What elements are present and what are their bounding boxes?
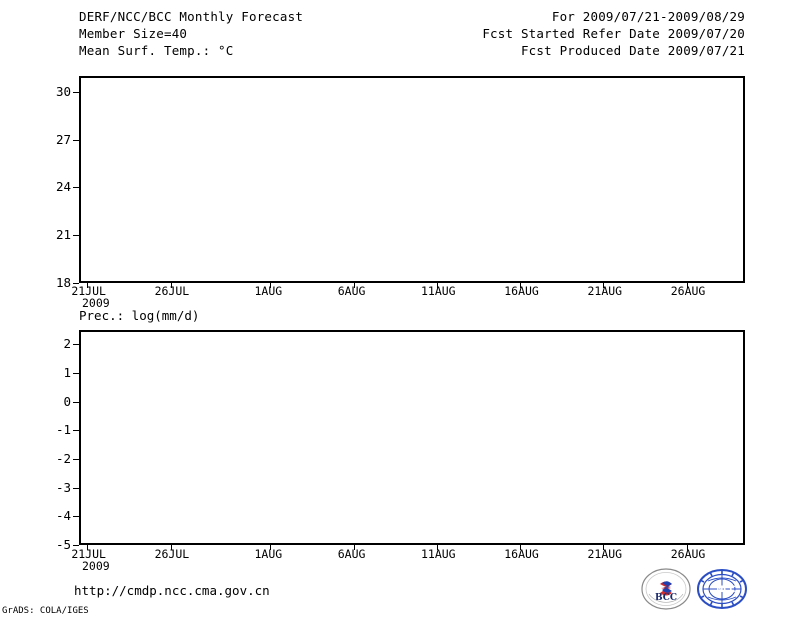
x-axis-tick-label: 6AUG bbox=[337, 547, 366, 561]
grads-credit: GrADS: COLA/IGES bbox=[2, 606, 89, 616]
x-axis-tick-label: 1AUG bbox=[254, 284, 283, 298]
y-axis-tick-label: 1 bbox=[63, 365, 71, 380]
x-axis-tick-mark bbox=[87, 283, 89, 288]
y-axis-tick-label: -2 bbox=[55, 451, 71, 466]
y-axis-tick-mark bbox=[73, 139, 79, 141]
header-title: DERF/NCC/BCC Monthly Forecast bbox=[79, 9, 304, 24]
svg-text:BCC: BCC bbox=[655, 593, 677, 603]
x-axis-tick-label: 26JUL bbox=[154, 547, 190, 561]
x-axis-tick-mark bbox=[686, 545, 688, 550]
x-axis-tick-label: 6AUG bbox=[337, 284, 366, 298]
y-axis-tick-mark bbox=[73, 187, 79, 189]
y-axis-tick-mark bbox=[73, 459, 79, 460]
x-axis-tick-label: 21AUG bbox=[587, 547, 623, 561]
x-axis-tick-label: 26AUG bbox=[670, 284, 706, 298]
header-variable: Mean Surf. Temp.: °C bbox=[79, 43, 234, 58]
y-axis-tick-mark bbox=[73, 401, 79, 403]
x-axis-tick-mark bbox=[436, 545, 438, 550]
x-axis-tick-mark bbox=[353, 545, 355, 550]
y-axis-tick-label: 21 bbox=[55, 227, 71, 243]
y-axis-tick-mark bbox=[73, 344, 79, 346]
x-axis-tick-mark bbox=[520, 283, 522, 288]
header-produced-date: Fcst Produced Date 2009/07/21 bbox=[520, 43, 745, 58]
x-axis-tick-mark bbox=[270, 545, 272, 550]
header-forecast-period: For 2009/07/21-2009/08/29 bbox=[551, 9, 745, 24]
y-axis-tick-label: 0 bbox=[63, 393, 71, 409]
x-axis-tick-label: 16AUG bbox=[504, 547, 539, 561]
x-axis-tick-mark bbox=[353, 283, 355, 288]
header-refer-date: Fcst Started Refer Date 2009/07/20 bbox=[482, 26, 745, 41]
source-url[interactable]: http://cmdp.ncc.cma.gov.cn bbox=[74, 583, 270, 598]
x-axis-tick-mark bbox=[170, 545, 172, 550]
x-axis-tick-label: 21JUL bbox=[71, 547, 106, 561]
y-axis-tick-mark bbox=[73, 373, 79, 374]
x-axis-tick-mark bbox=[270, 283, 272, 288]
figure-header: DERF/NCC/BCC Monthly Forecast Member Siz… bbox=[0, 0, 800, 66]
x-axis-tick-mark bbox=[436, 283, 438, 288]
bcc-logo-icon: BCC bbox=[641, 568, 691, 610]
x-axis-tick-label: 11AUG bbox=[420, 547, 456, 561]
x-axis-tick-mark bbox=[686, 283, 688, 288]
x-axis-tick-label: 26JUL bbox=[154, 284, 190, 298]
y-axis-tick-label: -3 bbox=[55, 479, 71, 495]
x-axis-tick-label: 21AUG bbox=[587, 284, 623, 298]
y-axis-tick-mark bbox=[73, 91, 79, 93]
x-axis-tick-mark bbox=[603, 283, 605, 288]
precipitation-frame bbox=[79, 330, 745, 545]
x-axis-tick-label: 26AUG bbox=[670, 547, 706, 561]
y-axis-tick-label: -4 bbox=[55, 508, 71, 524]
x-axis-tick-label: 1AUG bbox=[254, 547, 283, 561]
logo-group: BCC bbox=[640, 568, 750, 610]
y-axis-tick-label: 18 bbox=[55, 275, 71, 290]
y-axis-tick-label: 24 bbox=[55, 179, 71, 195]
y-axis-tick-mark bbox=[73, 545, 79, 546]
y-axis-tick-label: -5 bbox=[55, 537, 71, 552]
x-axis-tick-label: 16AUG bbox=[504, 284, 539, 298]
ncc-logo-icon: NCC bbox=[697, 569, 747, 609]
header-right-block: For 2009/07/21-2009/08/29 Fcst Started R… bbox=[482, 8, 745, 59]
precipitation-chart-panel bbox=[79, 330, 745, 545]
temperature-chart-panel bbox=[79, 76, 745, 283]
temperature-axis-year: 2009 bbox=[82, 296, 110, 310]
header-member-size: Member Size=40 bbox=[79, 26, 188, 41]
x-axis-tick-mark bbox=[87, 545, 89, 550]
y-axis-tick-mark bbox=[73, 430, 79, 432]
x-axis-tick-mark bbox=[170, 283, 172, 288]
y-axis-tick-mark bbox=[73, 235, 79, 237]
y-axis-tick-label: 27 bbox=[55, 131, 71, 147]
y-axis-tick-mark bbox=[73, 516, 79, 518]
header-left-block: DERF/NCC/BCC Monthly Forecast Member Siz… bbox=[79, 8, 303, 59]
x-axis-tick-label: 11AUG bbox=[420, 284, 456, 298]
temperature-frame bbox=[79, 76, 745, 283]
x-axis-tick-mark bbox=[603, 545, 605, 550]
y-axis-tick-mark bbox=[73, 487, 79, 489]
y-axis-tick-label: 2 bbox=[63, 336, 71, 352]
y-axis-tick-label: 30 bbox=[55, 83, 71, 99]
x-axis-tick-label: 21JUL bbox=[71, 284, 106, 298]
y-axis-tick-label: -1 bbox=[55, 422, 71, 438]
precipitation-axis-year: 2009 bbox=[82, 559, 110, 573]
precipitation-panel-title: Prec.: log(mm/d) bbox=[79, 308, 200, 323]
svg-text:NCC: NCC bbox=[716, 585, 736, 595]
x-axis-tick-mark bbox=[520, 545, 522, 550]
y-axis-tick-mark bbox=[73, 283, 79, 284]
